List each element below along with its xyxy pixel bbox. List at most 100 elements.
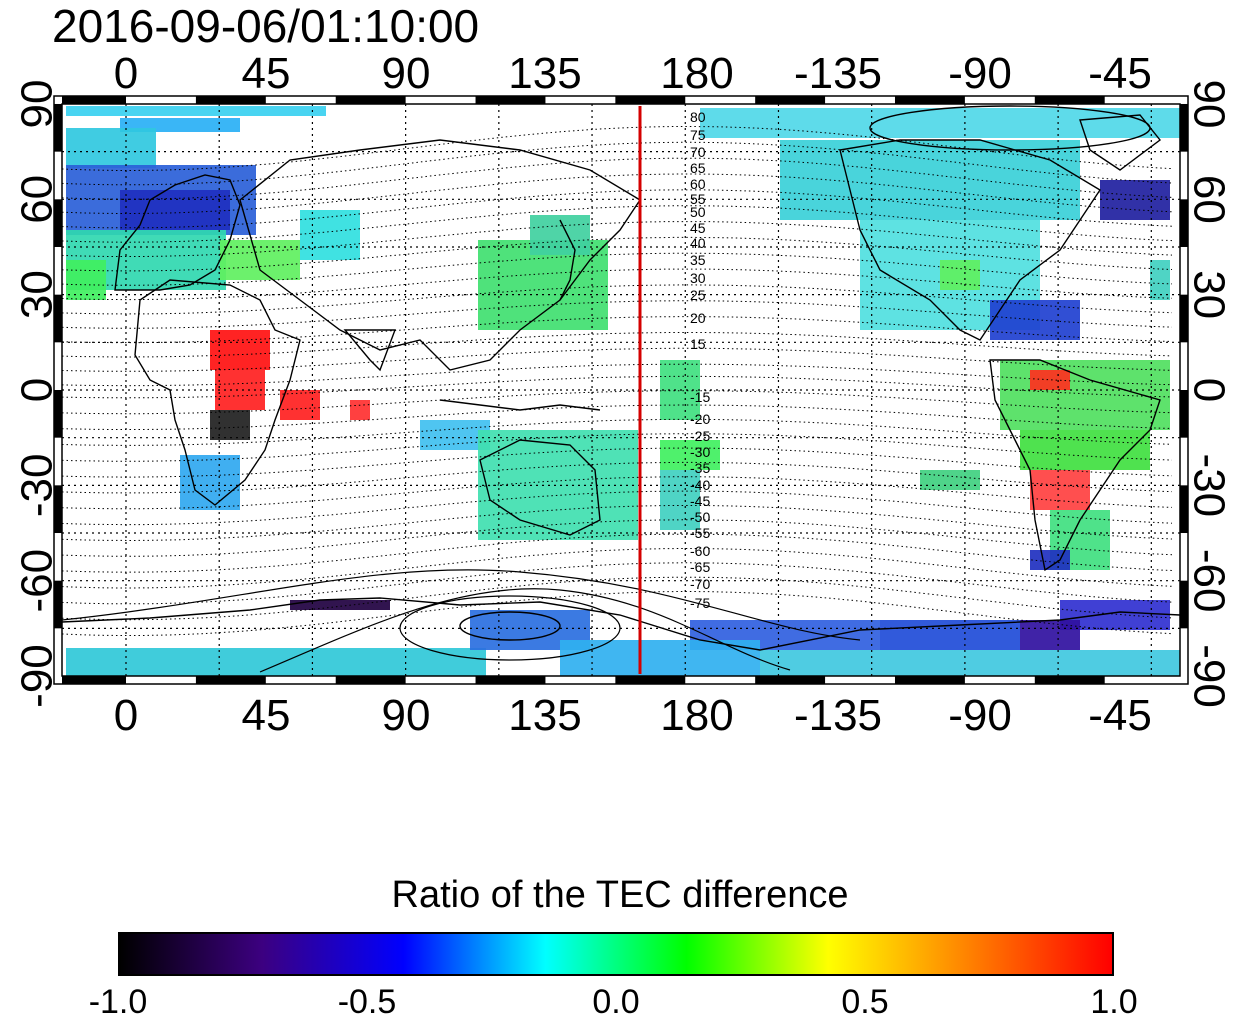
contour-label: -35 [690,460,710,476]
contour-line [61,461,1173,494]
contour-line [61,316,1173,344]
contour-line [61,447,1173,478]
frame-tick-bar [755,676,826,684]
tec-cell [215,370,265,410]
page-title: 2016-09-06/01:10:00 [52,0,480,52]
coastline [479,439,601,536]
tec-cell [1150,260,1170,300]
frame-tick-bar [475,676,546,684]
tec-cell [66,106,326,116]
contour-line [61,205,1173,243]
contour-line [61,576,1173,621]
frame-tick-bar [894,96,965,104]
contour-label: -65 [690,559,710,575]
contour-label: -15 [690,389,710,405]
tec-cell [920,470,980,490]
contour-label: 45 [690,220,706,236]
pole-contour [61,569,861,641]
lon-tick-top: 135 [508,49,581,98]
tec-cell [66,260,106,300]
contour-label: 55 [690,191,706,207]
frame-tick-bar [62,96,126,104]
lon-tick-top: 90 [382,49,431,98]
tec-cell [210,330,270,370]
contour-line [61,363,1173,387]
coastline [343,329,397,372]
contour-label: -45 [690,493,710,509]
colorbar [118,932,1114,976]
contour-label: 30 [690,270,706,286]
colorbar-tick-label: -0.5 [337,983,397,1021]
lat-tick-right: -30 [1185,454,1234,518]
coastline [114,174,241,291]
lon-tick-bottom: 180 [660,691,733,740]
frame-tick-bar [1034,676,1105,684]
contour-label: 80 [690,109,706,125]
contour-line [61,126,1173,171]
contour-line [61,519,1173,557]
contour-label: 75 [690,127,706,143]
lon-tick-top: -45 [1088,49,1152,98]
tec-cell [66,128,156,168]
contour-label: -70 [690,576,710,592]
tec-cell [530,215,590,255]
lon-tick-bottom: 135 [508,691,581,740]
tec-cell [1020,430,1150,470]
tec-cell [220,240,300,280]
contour-label: -25 [690,428,710,444]
lon-tick-bottom: 90 [382,691,431,740]
frame-tick-bar [1180,390,1188,438]
tec-cell [66,648,486,676]
contour-line [61,591,1173,636]
coastline [134,279,301,506]
frame-tick-bar [755,96,826,104]
frame-tick-bar [62,676,126,684]
coastline [61,597,1181,651]
frame-tick-bar [54,390,62,438]
frame-tick-bar [54,103,62,152]
tec-cell [1030,470,1090,510]
tec-cell [700,108,1180,138]
contour-line [61,533,1173,573]
contour-label: 25 [690,287,706,303]
contour-label: 50 [690,204,706,220]
coastline [1079,114,1161,171]
contour-label: -60 [690,543,710,559]
lat-tick-left: 90 [12,80,61,129]
lat-tick-left: 60 [12,175,61,224]
contour-line [61,490,1173,526]
tec-cell [210,410,250,440]
contour-line [61,418,1173,446]
contour-line [61,141,1173,186]
contour-label: -75 [690,595,710,611]
frame-tick-bar [1180,580,1188,629]
frame-tick-bar [54,485,62,534]
tec-cell [1100,180,1170,220]
frame-tick-bar [195,96,266,104]
lat-tick-right: 60 [1185,175,1234,224]
contour-label: 60 [690,176,706,192]
lat-tick-right: -90 [1185,644,1234,708]
contour-line [61,404,1173,430]
tec-cell [290,600,390,610]
tec-cell [120,190,230,230]
contour-label: 20 [690,310,706,326]
contour-line [61,476,1173,510]
graticule [62,104,1180,676]
lat-tick-right: 30 [1185,270,1234,319]
colorbar-tick-label: 0.0 [592,983,640,1021]
frame-tick-bar [894,676,965,684]
lon-tick-bottom: -45 [1088,691,1152,740]
coastline [559,219,576,301]
tec-data-layer [66,106,1180,676]
coastline [839,139,1101,341]
frame-tick-bar [335,676,406,684]
frame-tick-bar [1034,96,1105,104]
pole-contour [459,611,561,641]
coastline [989,359,1161,572]
lat-tick-left: -30 [12,454,61,518]
legend-title: Ratio of the TEC difference [391,874,849,916]
contour-line [61,221,1173,257]
colorbar-tick-label: 1.0 [1090,983,1138,1021]
